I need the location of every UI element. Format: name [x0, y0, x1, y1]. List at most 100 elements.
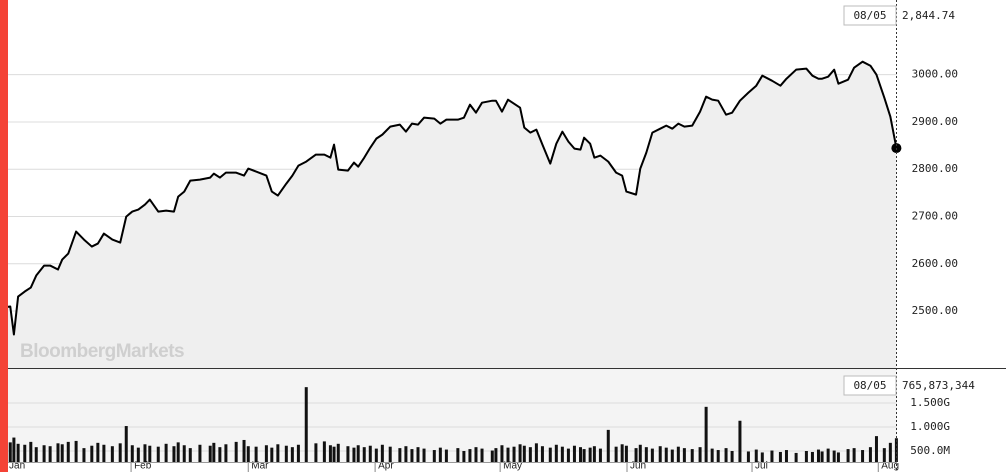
- volume-bar: [242, 439, 246, 462]
- volume-bar: [624, 445, 628, 462]
- volume-bar: [224, 444, 228, 462]
- volume-bar: [698, 447, 702, 462]
- volume-bar: [606, 429, 610, 462]
- volume-bar: [82, 448, 86, 462]
- volume-bar: [778, 451, 782, 462]
- volume-bar: [264, 445, 268, 462]
- volume-bar: [136, 447, 140, 462]
- volume-bar: [690, 449, 694, 462]
- volume-bar: [290, 447, 294, 462]
- volume-bar: [404, 446, 408, 462]
- volume-bar: [888, 442, 892, 462]
- volume-bar: [754, 449, 758, 462]
- x-tick-label: Jun: [630, 461, 646, 472]
- y-tick-label: 3000.00: [912, 68, 958, 81]
- y-tick-label: 2800.00: [912, 162, 958, 175]
- x-tick-label: Mar: [251, 461, 269, 472]
- x-tick-label: May: [503, 461, 522, 472]
- volume-bar: [710, 448, 714, 462]
- volume-bar: [172, 446, 176, 462]
- volume-bar: [554, 444, 558, 462]
- volume-bar: [518, 444, 522, 462]
- volume-bar: [868, 447, 872, 462]
- volume-bar: [770, 450, 774, 462]
- volume-bar: [874, 436, 878, 462]
- volume-bar: [254, 446, 258, 462]
- volume-bar: [332, 446, 336, 462]
- volume-bar: [528, 447, 532, 462]
- y-tick-label: 2600.00: [912, 257, 958, 270]
- volume-bar: [74, 440, 78, 462]
- volume-bar: [398, 448, 402, 462]
- volume-bar: [566, 448, 570, 462]
- volume-bar: [246, 446, 250, 462]
- volume-bar: [682, 448, 686, 462]
- left-marker: [0, 0, 8, 472]
- volume-bar: [34, 447, 38, 462]
- volume-bar: [548, 447, 552, 462]
- volume-bar: [810, 451, 814, 462]
- volume-bar: [506, 447, 510, 462]
- volume-bar: [336, 443, 340, 462]
- volume-bar: [746, 451, 750, 462]
- volume-bar: [270, 447, 274, 462]
- readout-date: 08/05: [853, 9, 886, 22]
- volume-bar: [650, 448, 654, 462]
- volume-bar: [438, 447, 442, 462]
- volume-bar: [12, 437, 16, 462]
- volume-bar: [644, 447, 648, 462]
- volume-bar: [861, 450, 865, 462]
- volume-bar: [48, 446, 52, 462]
- volume-bar: [620, 444, 624, 462]
- y-tick-label: 2700.00: [912, 209, 958, 222]
- marks-layer: 2500.00 2600.00 2700.00 2800.00 2900.00 3000.…: [1, 60, 958, 472]
- volume-bar: [846, 449, 850, 462]
- volume-bar: [704, 406, 708, 462]
- volume-bar: [328, 445, 332, 462]
- volume-bar: [634, 448, 638, 462]
- volume-bar: [380, 444, 384, 462]
- volume-bar: [296, 444, 300, 462]
- volume-bar: [124, 426, 128, 462]
- x-tick-label: Jul: [755, 461, 768, 472]
- volume-bar: [362, 447, 366, 462]
- volume-bar: [198, 444, 202, 462]
- readout-layer: 08/05 2,844.74 08/05 765,873,344: [843, 5, 975, 396]
- volume-bar: [188, 448, 192, 462]
- volume-bar: [432, 450, 436, 462]
- y-tick-label: 2900.00: [912, 115, 958, 128]
- y-tick-label: 500.0M: [910, 444, 950, 457]
- volume-bar: [234, 441, 238, 462]
- volume-bar: [164, 443, 168, 462]
- volume-bar: [276, 444, 280, 462]
- volume-bar: [852, 448, 856, 462]
- volume-bar: [760, 452, 764, 462]
- readout-value: 2,844.74: [902, 9, 955, 22]
- volume-bar: [534, 443, 538, 462]
- price-area: [3, 61, 897, 368]
- volume-bar: [468, 449, 472, 462]
- volume-bar: [500, 445, 504, 462]
- volume-bar: [90, 445, 94, 462]
- price-line: [2, 60, 898, 336]
- volume-bar: [738, 420, 742, 462]
- volume-bar: [212, 442, 216, 462]
- volume-bar: [794, 452, 798, 462]
- volume-bar: [676, 446, 680, 462]
- readout-value: 765,873,344: [902, 379, 975, 392]
- volume-bar: [560, 446, 564, 462]
- volume-bar: [314, 443, 318, 462]
- x-tick-label: Feb: [134, 461, 152, 472]
- x-tick-label: Apr: [378, 461, 394, 472]
- y-tick-label: 2500.00: [912, 304, 958, 317]
- readout-date: 08/05: [853, 379, 886, 392]
- volume-bar: [490, 450, 494, 462]
- volume-bar: [218, 447, 222, 462]
- volume-bar: [422, 448, 426, 462]
- volume-bar: [110, 446, 114, 462]
- volume-bar: [638, 444, 642, 462]
- volume-bar: [658, 446, 662, 462]
- volume-bar: [522, 445, 526, 462]
